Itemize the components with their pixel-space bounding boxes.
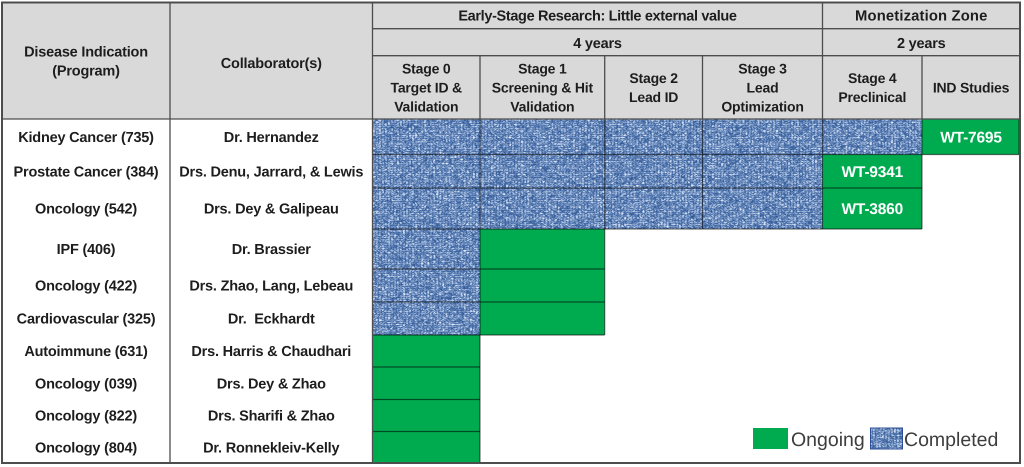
svg-text:Stage 3: Stage 3 (738, 60, 787, 76)
svg-text:Drs. Zhao, Lang, Lebeau: Drs. Zhao, Lang, Lebeau (189, 279, 353, 295)
svg-text:Lead: Lead (747, 79, 779, 95)
svg-text:Dr. Hernandez: Dr. Hernandez (224, 130, 319, 146)
svg-text:Target ID &: Target ID & (391, 79, 463, 95)
svg-text:Monetization Zone: Monetization Zone (855, 8, 987, 24)
svg-text:Preclinical: Preclinical (838, 89, 906, 105)
svg-text:Oncology (422): Oncology (422) (35, 279, 137, 295)
svg-text:Validation: Validation (510, 98, 574, 114)
svg-text:Stage 1: Stage 1 (518, 60, 567, 76)
svg-text:(Program): (Program) (52, 63, 120, 79)
svg-text:Drs. Denu, Jarrard, & Lewis: Drs. Denu, Jarrard, & Lewis (179, 164, 363, 180)
svg-text:Disease Indication: Disease Indication (24, 44, 148, 60)
svg-text:IND Studies: IND Studies (933, 79, 1010, 95)
svg-text:Screening & Hit: Screening & Hit (492, 79, 594, 95)
svg-text:Collaborator(s): Collaborator(s) (221, 56, 322, 72)
svg-text:Cardiovascular (325): Cardiovascular (325) (17, 312, 156, 328)
svg-text:4 years: 4 years (573, 36, 622, 52)
svg-text:IPF (406): IPF (406) (57, 242, 116, 258)
svg-text:Dr. Eckhardt: Dr. Eckhardt (228, 312, 315, 328)
svg-text:WT-3860: WT-3860 (842, 201, 904, 218)
svg-text:Validation: Validation (394, 98, 458, 114)
svg-text:2 years: 2 years (897, 36, 946, 52)
svg-text:Oncology (804): Oncology (804) (35, 440, 137, 456)
svg-text:Ongoing: Ongoing (791, 429, 865, 451)
svg-text:Drs. Dey & Zhao: Drs. Dey & Zhao (217, 376, 326, 392)
svg-text:Oncology (822): Oncology (822) (35, 409, 137, 425)
svg-text:Kidney Cancer (735): Kidney Cancer (735) (18, 130, 154, 146)
svg-text:Completed: Completed (904, 429, 998, 451)
svg-text:Drs. Harris & Chaudhari: Drs. Harris & Chaudhari (191, 344, 351, 360)
svg-text:Oncology (542): Oncology (542) (35, 202, 137, 218)
svg-text:Stage 2: Stage 2 (629, 70, 678, 86)
svg-text:Oncology (039): Oncology (039) (35, 376, 137, 392)
svg-text:Autoimmune (631): Autoimmune (631) (24, 344, 148, 360)
svg-text:WT-7695: WT-7695 (940, 129, 1002, 146)
svg-text:WT-9341: WT-9341 (842, 164, 904, 181)
svg-text:Dr. Ronnekleiv-Kelly: Dr. Ronnekleiv-Kelly (203, 440, 339, 456)
svg-text:Drs. Sharifi & Zhao: Drs. Sharifi & Zhao (208, 409, 335, 425)
svg-text:Dr. Brassier: Dr. Brassier (232, 242, 312, 258)
svg-text:Early-Stage Research: Little e: Early-Stage Research: Little external va… (458, 8, 737, 24)
svg-text:Stage 0: Stage 0 (402, 60, 451, 76)
svg-text:Drs. Dey & Galipeau: Drs. Dey & Galipeau (204, 202, 339, 218)
svg-text:Optimization: Optimization (721, 98, 803, 114)
svg-text:Lead ID: Lead ID (629, 89, 678, 105)
svg-text:Stage 4: Stage 4 (848, 70, 897, 86)
svg-text:Prostate Cancer (384): Prostate Cancer (384) (14, 164, 159, 180)
